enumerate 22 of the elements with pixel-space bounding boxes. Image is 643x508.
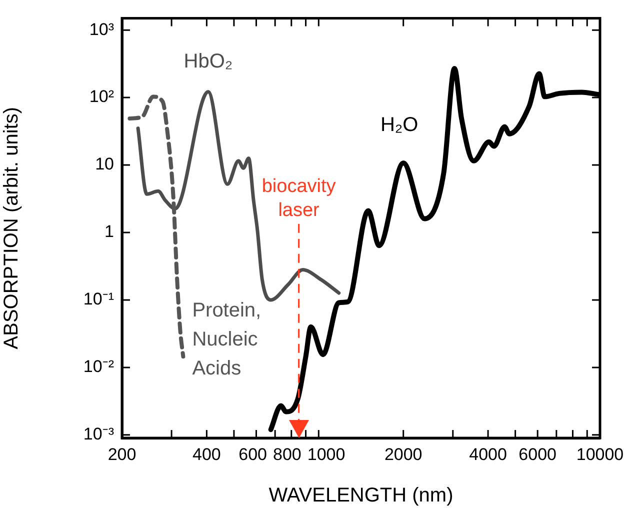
series-label: HbO₂ <box>184 50 233 73</box>
x-tick-label: 6000 <box>518 445 556 464</box>
series-label: H₂O <box>380 114 418 136</box>
x-tick-label: 10000 <box>576 445 624 464</box>
y-tick-label: 1 <box>104 222 114 242</box>
x-tick-label: 400 <box>192 445 221 464</box>
y-tick-label: 10³ <box>89 20 114 39</box>
x-tick-label: 200 <box>108 445 136 464</box>
ref-line-label: biocavity laser <box>262 176 336 221</box>
x-tick-label: 4000 <box>469 445 507 464</box>
x-tick-label: 2000 <box>384 445 422 464</box>
x-tick-label: 1000 <box>307 445 346 464</box>
y-tick-label: 10 <box>95 154 114 174</box>
y-tick-label: 10⁻² <box>83 357 114 376</box>
y-tick-label: 10⁻³ <box>83 424 114 444</box>
x-axis-title: WAVELENGTH (nm) <box>268 484 454 507</box>
x-tick-label: 600 <box>238 445 268 464</box>
y-tick-label: 10² <box>89 87 114 106</box>
y-tick-label: 10⁻¹ <box>83 290 114 309</box>
series-label: Protein, Nucleic Acids <box>192 300 262 380</box>
x-tick-label: 800 <box>272 445 302 464</box>
y-axis-title: ABSORPTION (arbit. units) <box>0 106 23 350</box>
